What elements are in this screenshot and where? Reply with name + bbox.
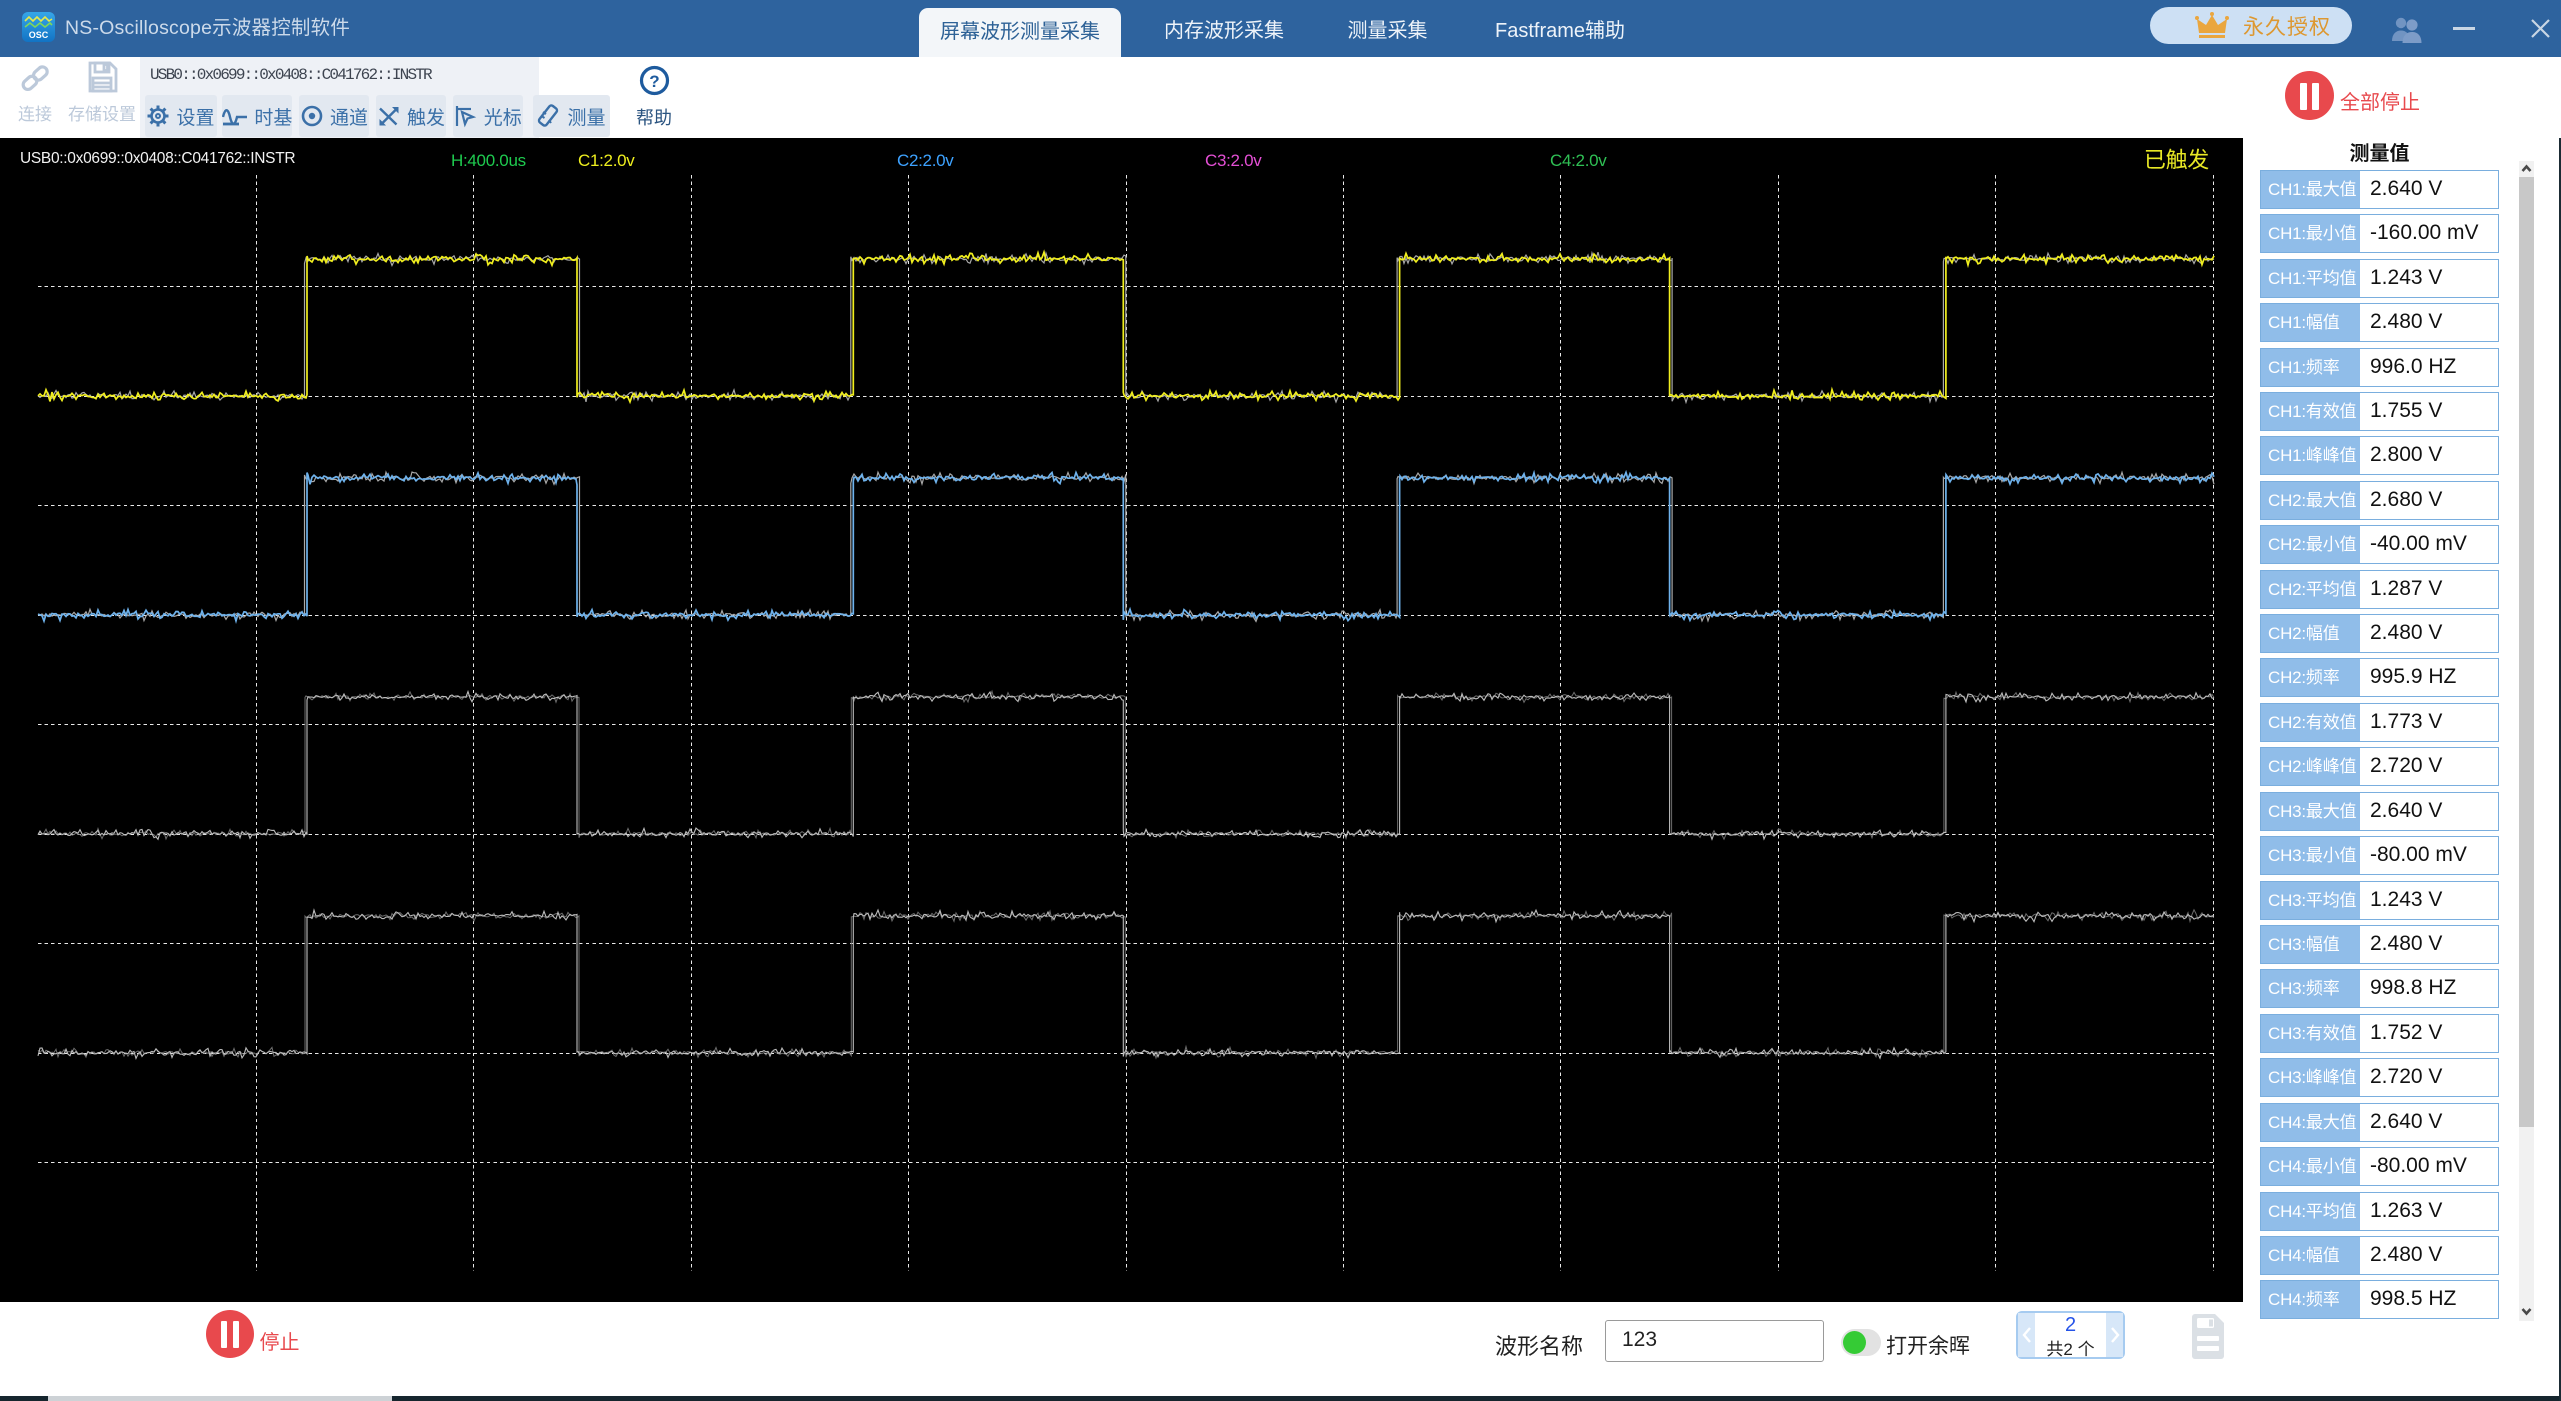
svg-text:C2:2.0v: C2:2.0v [897,151,954,170]
svg-text:已触发: 已触发 [2144,148,2209,173]
svg-text:?: ? [649,72,659,91]
svg-text:C3:2.0v: C3:2.0v [1205,151,1262,170]
svg-text:OSC: OSC [29,30,49,40]
svg-text:H:400.0us: H:400.0us [451,151,526,170]
svg-text:USB0::0x0699::0x0408::C041762:: USB0::0x0699::0x0408::C041762::INSTR [20,150,295,167]
svg-text:C4:2.0v: C4:2.0v [1550,151,1607,170]
svg-text:C1:2.0v: C1:2.0v [578,151,635,170]
